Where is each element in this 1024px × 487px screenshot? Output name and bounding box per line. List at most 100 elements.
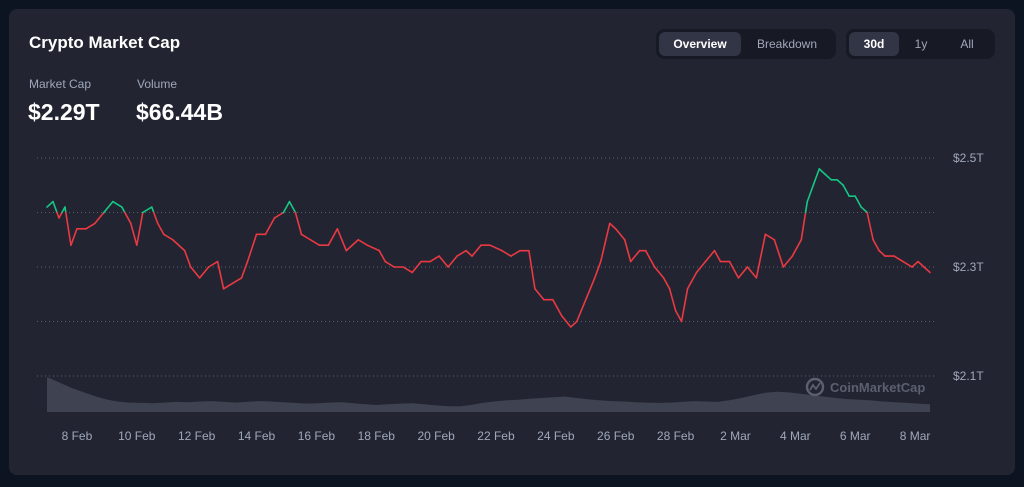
market-cap-line-segment bbox=[135, 211, 144, 246]
market-cap-line-segment bbox=[141, 206, 153, 214]
x-tick-label: 12 Feb bbox=[178, 429, 216, 443]
market-cap-line-segment bbox=[534, 287, 545, 301]
market-cap-line-segment bbox=[357, 238, 369, 246]
market-cap-line-segment bbox=[804, 200, 809, 214]
volume-value: $66.44B bbox=[136, 99, 223, 125]
x-tick-label: 22 Feb bbox=[477, 429, 515, 443]
market-cap-line-segment bbox=[411, 260, 422, 274]
x-tick-label: 10 Feb bbox=[118, 429, 156, 443]
market-cap-line-segment bbox=[893, 255, 904, 263]
market-cap-line-segment bbox=[294, 211, 303, 236]
market-cap-line-segment bbox=[189, 266, 201, 279]
market-cap-line-segment bbox=[695, 260, 707, 274]
market-cap-line-segment bbox=[282, 200, 291, 214]
coinmarketcap-logo-icon bbox=[805, 377, 825, 397]
market-cap-line-segment bbox=[608, 222, 617, 230]
x-tick-label: 28 Feb bbox=[657, 429, 695, 443]
market-cap-line-segment bbox=[246, 233, 258, 263]
market-cap-line-segment bbox=[552, 298, 563, 317]
market-cap-line-segment bbox=[429, 255, 440, 263]
market-cap-line-segment bbox=[917, 260, 925, 268]
range-30d-button[interactable]: 30d bbox=[849, 32, 899, 56]
market-cap-value: $2.29T bbox=[28, 99, 100, 125]
market-cap-line-segment bbox=[207, 260, 219, 268]
market-cap-line-segment bbox=[456, 249, 467, 257]
range-1y-button[interactable]: 1y bbox=[914, 37, 928, 51]
market-cap-line-segment bbox=[162, 233, 174, 241]
market-cap-line-segment bbox=[584, 277, 596, 301]
market-cap-line-segment bbox=[150, 206, 155, 214]
y-tick-label: $2.5T bbox=[953, 151, 984, 165]
market-cap-line-segment bbox=[674, 309, 683, 323]
market-cap-line-segment bbox=[501, 249, 512, 257]
market-cap-line-segment bbox=[704, 249, 716, 263]
y-tick-label: $2.1T bbox=[953, 369, 984, 383]
market-cap-line-segment bbox=[222, 282, 234, 290]
market-cap-line-segment bbox=[782, 255, 794, 268]
range-toggle: 30d 1y All bbox=[846, 29, 995, 59]
x-tick-label: 6 Mar bbox=[840, 429, 871, 443]
market-cap-line-segment bbox=[103, 200, 114, 214]
market-cap-line-segment bbox=[231, 277, 243, 285]
market-cap-line-segment bbox=[124, 211, 132, 225]
market-cap-line-segment bbox=[773, 238, 785, 268]
x-tick-label: 4 Mar bbox=[780, 429, 811, 443]
market-cap-line-segment bbox=[824, 173, 833, 181]
x-tick-label: 14 Feb bbox=[238, 429, 276, 443]
range-all-button[interactable]: All bbox=[960, 37, 974, 51]
x-tick-label: 16 Feb bbox=[298, 429, 336, 443]
market-cap-line-segment bbox=[686, 271, 698, 290]
market-cap-line-segment bbox=[842, 184, 850, 197]
x-tick-label: 8 Mar bbox=[900, 429, 931, 443]
market-cap-line-segment bbox=[791, 238, 803, 257]
market-cap-line-segment bbox=[402, 266, 413, 274]
market-cap-line-segment bbox=[806, 184, 815, 203]
x-tick-label: 24 Feb bbox=[537, 429, 575, 443]
x-tick-label: 8 Feb bbox=[62, 429, 93, 443]
market-cap-line-segment bbox=[198, 266, 210, 279]
market-cap-line-segment bbox=[854, 195, 862, 208]
market-cap-line-segment bbox=[510, 249, 521, 257]
market-cap-line-segment bbox=[575, 298, 587, 323]
market-cap-line-segment bbox=[327, 228, 339, 246]
market-cap-line-segment bbox=[112, 200, 123, 208]
x-tick-label: 18 Feb bbox=[358, 429, 396, 443]
market-cap-line-segment bbox=[183, 249, 192, 268]
market-cap-line-segment bbox=[755, 233, 767, 279]
market-cap-line-segment bbox=[764, 233, 776, 241]
market-cap-line-segment bbox=[902, 260, 913, 268]
market-cap-line-segment bbox=[570, 320, 578, 328]
market-cap-line-segment bbox=[629, 249, 641, 263]
market-cap-line-segment bbox=[288, 200, 297, 214]
market-cap-line-segment bbox=[65, 211, 72, 246]
market-cap-line-segment bbox=[85, 222, 96, 230]
market-cap-line-segment bbox=[614, 228, 626, 241]
x-tick-label: 20 Feb bbox=[417, 429, 455, 443]
market-cap-line-segment bbox=[561, 315, 572, 328]
market-cap-line-segment bbox=[121, 206, 126, 214]
y-tick-label: $2.3T bbox=[953, 260, 984, 274]
market-cap-line-segment bbox=[812, 168, 821, 187]
coinmarketcap-logo-wave bbox=[809, 382, 821, 391]
market-cap-line-segment bbox=[878, 249, 886, 257]
market-cap-line-segment bbox=[300, 233, 312, 241]
market-cap-line-segment bbox=[378, 249, 387, 263]
x-tick-label: 26 Feb bbox=[597, 429, 635, 443]
market-cap-line-segment bbox=[130, 222, 138, 246]
market-cap-line-segment bbox=[866, 211, 874, 241]
market-cap-line-segment bbox=[438, 255, 449, 268]
market-cap-line-segment bbox=[46, 200, 54, 208]
market-cap-line-segment bbox=[489, 244, 503, 252]
market-cap-line-segment bbox=[662, 277, 671, 290]
market-cap-line-segment bbox=[737, 266, 749, 279]
tab-breakdown[interactable]: Breakdown bbox=[756, 37, 818, 51]
view-toggle: Overview Breakdown bbox=[656, 29, 836, 59]
market-cap-line-segment bbox=[345, 238, 360, 252]
market-cap-line-segment bbox=[447, 255, 458, 268]
volume-area bbox=[47, 377, 930, 412]
market-cap-line-segment bbox=[800, 211, 807, 241]
tab-overview[interactable]: Overview bbox=[659, 32, 741, 56]
market-cap-line-segment bbox=[872, 238, 880, 252]
market-cap-line-segment bbox=[216, 260, 225, 290]
